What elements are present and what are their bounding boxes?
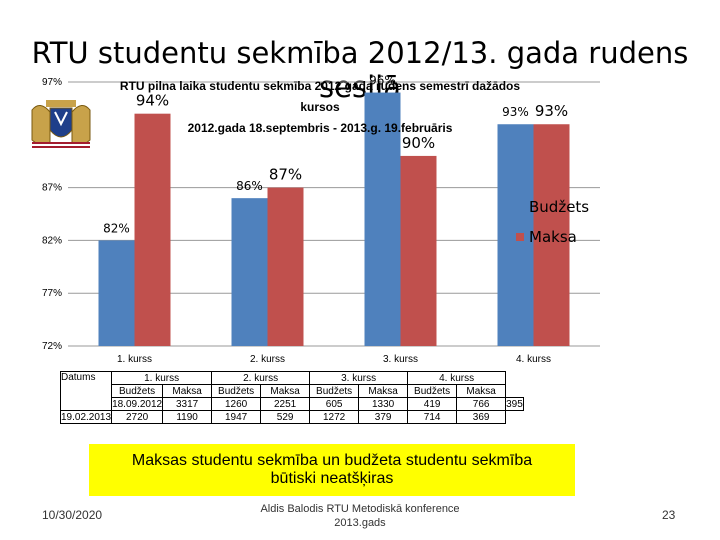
data-label: 90% bbox=[402, 134, 435, 152]
chart-title-line3: 2012.gada 18.septembris - 2013.g. 19.feb… bbox=[187, 121, 453, 135]
data-label: 93% bbox=[502, 105, 529, 119]
table-cell: 379 bbox=[358, 410, 409, 424]
bar bbox=[497, 124, 534, 347]
data-label: 94% bbox=[136, 92, 169, 110]
x-tick-label: 1. kurss bbox=[117, 354, 152, 365]
legend-entry: Budžets bbox=[529, 198, 589, 216]
table-course-header: 2. kurss bbox=[211, 371, 311, 385]
conclusion-box: Maksas studentu sekmība un budžeta stude… bbox=[89, 444, 575, 496]
table-cell: 419 bbox=[407, 397, 458, 411]
slide-date: 10/30/2020 bbox=[42, 508, 103, 522]
legend-swatch bbox=[516, 203, 524, 211]
y-tick-label: 82% bbox=[42, 235, 62, 246]
table-row: 18.09.2012 3317 1260 2251 605 1330 419 7… bbox=[61, 397, 524, 411]
data-label: 96% bbox=[369, 74, 396, 88]
table-subheader: Budžets bbox=[407, 384, 458, 398]
y-tick-label: 87% bbox=[42, 183, 62, 194]
table-cell: 1190 bbox=[162, 410, 213, 424]
table-subheader: Budžets bbox=[111, 384, 164, 398]
bar bbox=[267, 187, 304, 346]
legend-entry: Maksa bbox=[529, 228, 577, 246]
table-cell: 1330 bbox=[358, 397, 409, 411]
conclusion-line1: Maksas studentu sekmība un budžeta stude… bbox=[131, 452, 533, 469]
footer-line1: Aldis Balodis RTU Metodiskā konference bbox=[260, 503, 460, 515]
x-tick-label: 4. kurss bbox=[516, 354, 551, 365]
conclusion-line2: būtiski neatšķiras bbox=[270, 470, 394, 487]
table-cell: 605 bbox=[309, 397, 360, 411]
bar bbox=[231, 198, 268, 346]
data-label: 82% bbox=[103, 221, 130, 235]
table-course-header: 4. kurss bbox=[407, 371, 507, 385]
table-cell: 3317 bbox=[162, 397, 213, 411]
table-cell: 714 bbox=[407, 410, 458, 424]
table-cell: 766 bbox=[456, 397, 507, 411]
table-subheader: Maksa bbox=[358, 384, 409, 398]
table-subheader: Budžets bbox=[211, 384, 262, 398]
table-subheader: Maksa bbox=[260, 384, 311, 398]
legend-swatch bbox=[516, 233, 524, 241]
x-tick-label: 2. kurss bbox=[250, 354, 285, 365]
x-tick-label: 3. kurss bbox=[383, 354, 418, 365]
rtu-coat-of-arms-logo bbox=[24, 98, 98, 152]
slide-footer: Aldis Balodis RTU Metodiskā konference 2… bbox=[230, 502, 490, 530]
bar bbox=[400, 155, 437, 346]
table-course-header: 1. kurss bbox=[111, 371, 213, 385]
data-label: 86% bbox=[236, 179, 263, 193]
y-tick-label: 72% bbox=[42, 341, 62, 352]
table-course-header: 3. kurss bbox=[309, 371, 409, 385]
y-tick-label: 77% bbox=[42, 288, 62, 299]
table-cell: 2251 bbox=[260, 397, 311, 411]
table-cell: 1260 bbox=[211, 397, 262, 411]
table-subheader: Budžets bbox=[309, 384, 360, 398]
page-number: 23 bbox=[662, 508, 676, 522]
table-cell: 2720 bbox=[111, 410, 164, 424]
table-cell: 395 bbox=[505, 397, 524, 411]
table-cell: 1947 bbox=[211, 410, 262, 424]
table-header-date: Datums bbox=[59, 371, 113, 411]
table-row-date: 19.02.2013 bbox=[59, 410, 113, 424]
bar bbox=[364, 92, 401, 346]
table-cell: 369 bbox=[456, 410, 507, 424]
table-cell: 529 bbox=[260, 410, 311, 424]
footer-line2: 2013.gads bbox=[334, 517, 386, 529]
table-cell: 1272 bbox=[309, 410, 360, 424]
chart-title-line1: RTU pilna laika studentu sekmība 2012 ga… bbox=[119, 79, 521, 93]
bar bbox=[98, 240, 135, 346]
table-row: 19.02.2013 2720 1190 1947 529 1272 379 7… bbox=[59, 410, 524, 424]
table-subheader: Maksa bbox=[456, 384, 507, 398]
chart-title: RTU pilna laika studentu sekmība 2012 ga… bbox=[110, 76, 530, 139]
data-label: 87% bbox=[269, 166, 302, 184]
slide-title: RTU studentu sekmība 2012/13. gada ruden… bbox=[31, 36, 689, 104]
data-label: 93% bbox=[535, 102, 568, 120]
bar bbox=[134, 113, 171, 347]
student-count-table: Datums 1. kurss 2. kurss 3. kurss 4. kur… bbox=[59, 371, 524, 424]
bar bbox=[533, 124, 570, 347]
table-subheader: Maksa bbox=[162, 384, 213, 398]
y-tick-label: 97% bbox=[42, 77, 62, 88]
chart-title-line2: kursos bbox=[300, 100, 340, 114]
table-row-date: 18.09.2012 bbox=[111, 397, 164, 411]
